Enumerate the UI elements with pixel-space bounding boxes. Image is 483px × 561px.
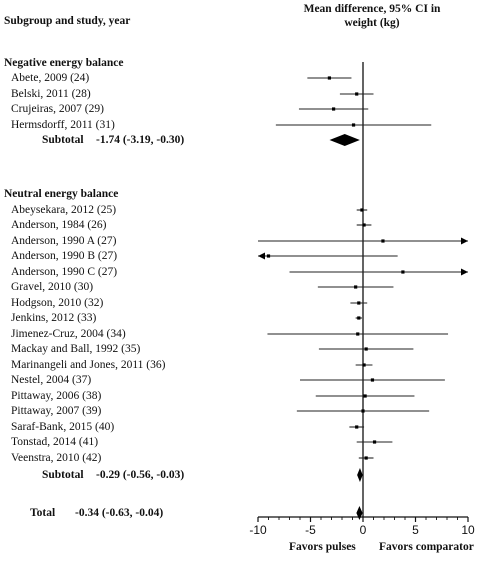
point-estimate [355,92,359,96]
point-estimate [361,409,365,413]
study-label: Jenkins, 2012 (33) [11,312,97,324]
study-label: Anderson, 1990 B (27) [11,250,118,262]
study-label: Abeysekara, 2012 (25) [11,204,117,216]
study-label: Crujeiras, 2007 (29) [11,103,104,115]
point-estimate [362,363,366,367]
subtotal-diamond [329,134,360,146]
study-label: Gravel, 2010 (30) [11,281,94,293]
study-label: Abete, 2009 (24) [11,72,90,84]
point-estimate [360,208,364,212]
point-estimate [351,123,356,127]
ci-arrow-right [461,237,468,245]
study-label: Hodgson, 2010 (32) [11,297,104,309]
study-label: Jimenez-Cruz, 2004 (34) [11,328,126,340]
subtotal-label-neutral: Subtotal [42,469,84,481]
group-title-negative: Negative energy balance [4,57,124,69]
favors-pulses-label: Favors pulses [289,541,356,553]
subtotal-diamond [357,468,363,482]
total-diamond [356,506,363,520]
subtotal-label-negative: Subtotal [42,134,84,146]
point-estimate [370,378,375,382]
study-label: Tonstad, 2014 (41) [11,436,99,448]
point-estimate [362,223,366,227]
study-label: Hermsdorff, 2011 (31) [11,119,115,131]
subtotal-value-neutral: -0.29 (-0.56, -0.03) [96,469,185,481]
header-subgroup-study: Subgroup and study, year [4,15,131,27]
study-label: Anderson, 1984 (26) [11,219,107,231]
study-label: Belski, 2011 (28) [11,88,91,100]
point-estimate [364,347,368,351]
point-estimate [332,107,336,111]
study-label: Anderson, 1990 C (27) [11,266,118,278]
x-tick-label: 5 [412,523,419,537]
point-estimate [356,332,360,336]
x-tick-label: -5 [305,523,316,537]
total-label: Total [30,507,56,519]
study-label: Pittaway, 2006 (38) [11,390,102,402]
ci-arrow-right [461,268,468,276]
study-label: Nestel, 2004 (37) [11,374,92,386]
subtotal-value-negative: -1.74 (-3.19, -0.30) [96,134,185,146]
x-tick-label: 0 [360,523,367,537]
x-tick-label: -10 [249,523,267,537]
point-estimate [357,301,361,305]
point-estimate [381,239,385,243]
point-estimate [355,425,359,429]
point-estimate [363,394,367,398]
favors-comparator-label: Favors comparator [379,541,474,553]
total-value: -0.34 (-0.63, -0.04) [75,507,164,519]
header-mean-difference: Mean difference, 95% CI in weight (kg) [303,3,441,29]
point-estimate [327,76,331,80]
study-label: Pittaway, 2007 (39) [11,405,102,417]
study-label: Saraf-Bank, 2015 (40) [11,421,115,433]
x-tick-label: 10 [461,523,475,537]
point-estimate [372,440,377,444]
study-label: Marinangeli and Jones, 2011 (36) [11,359,166,371]
point-estimate [364,456,368,460]
group-title-neutral: Neutral energy balance [4,188,119,200]
point-estimate [354,285,358,289]
point-estimate [266,254,271,258]
study-label: Mackay and Ball, 1992 (35) [11,343,141,355]
point-estimate [357,316,361,320]
point-estimate [401,270,405,274]
study-label: Veenstra, 2010 (42) [11,452,102,464]
ci-arrow-left [258,252,265,260]
study-label: Anderson, 1990 A (27) [11,235,117,247]
